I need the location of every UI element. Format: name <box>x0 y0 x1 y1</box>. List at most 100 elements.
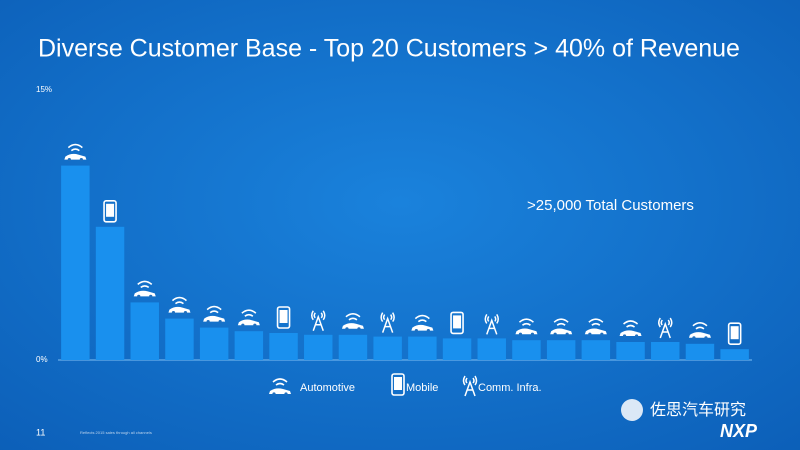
icon-part <box>414 329 418 333</box>
icon-part <box>659 321 671 339</box>
y-tick-label: 15% <box>36 85 52 94</box>
icon-part <box>209 310 219 314</box>
icon-part <box>426 329 430 333</box>
bar-icon <box>237 309 260 327</box>
icon-part <box>79 158 83 162</box>
y-tick-label: 0% <box>36 355 48 364</box>
bar <box>651 342 680 360</box>
bar-icon <box>103 200 117 223</box>
icon-part <box>276 306 291 329</box>
icon-part <box>380 312 395 323</box>
bar-icon <box>341 313 364 331</box>
legend-icon <box>269 378 291 396</box>
icon-part <box>357 327 361 331</box>
icon-part <box>103 200 117 223</box>
footnote: Reflects 2015 sales through all channels <box>80 430 152 435</box>
icon-part <box>622 334 627 338</box>
icon-part <box>727 322 742 346</box>
icon-part <box>453 315 462 329</box>
bar <box>373 336 402 360</box>
bar <box>442 338 472 360</box>
bar-icon <box>380 312 395 333</box>
icon-part <box>414 314 430 320</box>
bar <box>512 340 541 360</box>
icon-part <box>218 320 222 324</box>
legend-label: Automotive <box>300 382 355 394</box>
legend-label: Comm. Infra. <box>478 382 542 394</box>
icon-part <box>284 392 288 396</box>
icon-part <box>588 318 604 323</box>
icon-part <box>417 319 427 323</box>
icon-part <box>704 336 708 340</box>
icon-part <box>348 317 358 321</box>
icon-part <box>521 322 531 326</box>
icon-part <box>174 301 184 305</box>
icon-part <box>692 322 708 327</box>
bar <box>234 331 264 360</box>
logo: NXP <box>720 421 758 441</box>
icon-part <box>137 280 153 286</box>
legend-icon <box>462 375 478 397</box>
icon-part <box>658 317 673 328</box>
bar <box>546 340 576 360</box>
bar <box>95 226 125 360</box>
bar <box>338 334 368 360</box>
icon-part <box>311 310 326 321</box>
icon-part <box>149 294 153 298</box>
watermark: 佐思汽车研究 <box>650 401 746 419</box>
bar-icon <box>727 322 742 346</box>
bar <box>685 343 715 360</box>
icon-part <box>553 318 569 323</box>
bar-icon <box>133 280 156 298</box>
bar-icon <box>450 311 464 335</box>
icon-part <box>241 323 245 327</box>
bar <box>304 334 333 360</box>
bar <box>165 318 194 360</box>
icon-part <box>241 309 257 314</box>
bar-icon <box>688 322 711 340</box>
bar <box>269 333 298 360</box>
icon-part <box>171 311 176 315</box>
icon-part <box>623 320 639 325</box>
icon-part <box>730 326 739 340</box>
icon-part <box>692 336 696 340</box>
icon-part <box>530 332 535 336</box>
legend-label: Mobile <box>406 382 438 394</box>
icon-part <box>272 392 276 396</box>
bar-icon <box>168 296 191 315</box>
icon-part <box>518 332 523 336</box>
icon-part <box>345 327 349 331</box>
icon-part <box>381 316 394 333</box>
icon-part <box>556 322 566 326</box>
icon-part <box>660 319 670 326</box>
bar <box>199 327 229 360</box>
bar-icon <box>619 320 642 338</box>
icon-part <box>600 332 604 336</box>
icon-part <box>487 315 497 322</box>
icon-part <box>137 294 141 298</box>
icon-part <box>279 310 288 323</box>
icon-part <box>391 373 405 396</box>
icon-part <box>465 377 475 384</box>
icon-part <box>140 285 150 289</box>
icon-part <box>464 379 476 397</box>
bar-icon <box>203 305 226 324</box>
icon-part <box>183 311 188 315</box>
icon-part <box>394 377 402 390</box>
bar <box>61 165 90 360</box>
icon-part <box>486 318 498 335</box>
wechat-icon <box>621 399 643 421</box>
icon-part <box>626 324 636 328</box>
icon-part <box>272 378 288 383</box>
icon-part <box>484 314 499 324</box>
icon-part <box>462 375 478 386</box>
icon-part <box>345 313 361 318</box>
bar-icon <box>64 143 87 162</box>
icon-part <box>382 314 393 321</box>
bar <box>408 336 437 360</box>
icon-part <box>253 323 257 327</box>
bar-icon <box>515 318 538 336</box>
bar-icon <box>276 306 291 329</box>
